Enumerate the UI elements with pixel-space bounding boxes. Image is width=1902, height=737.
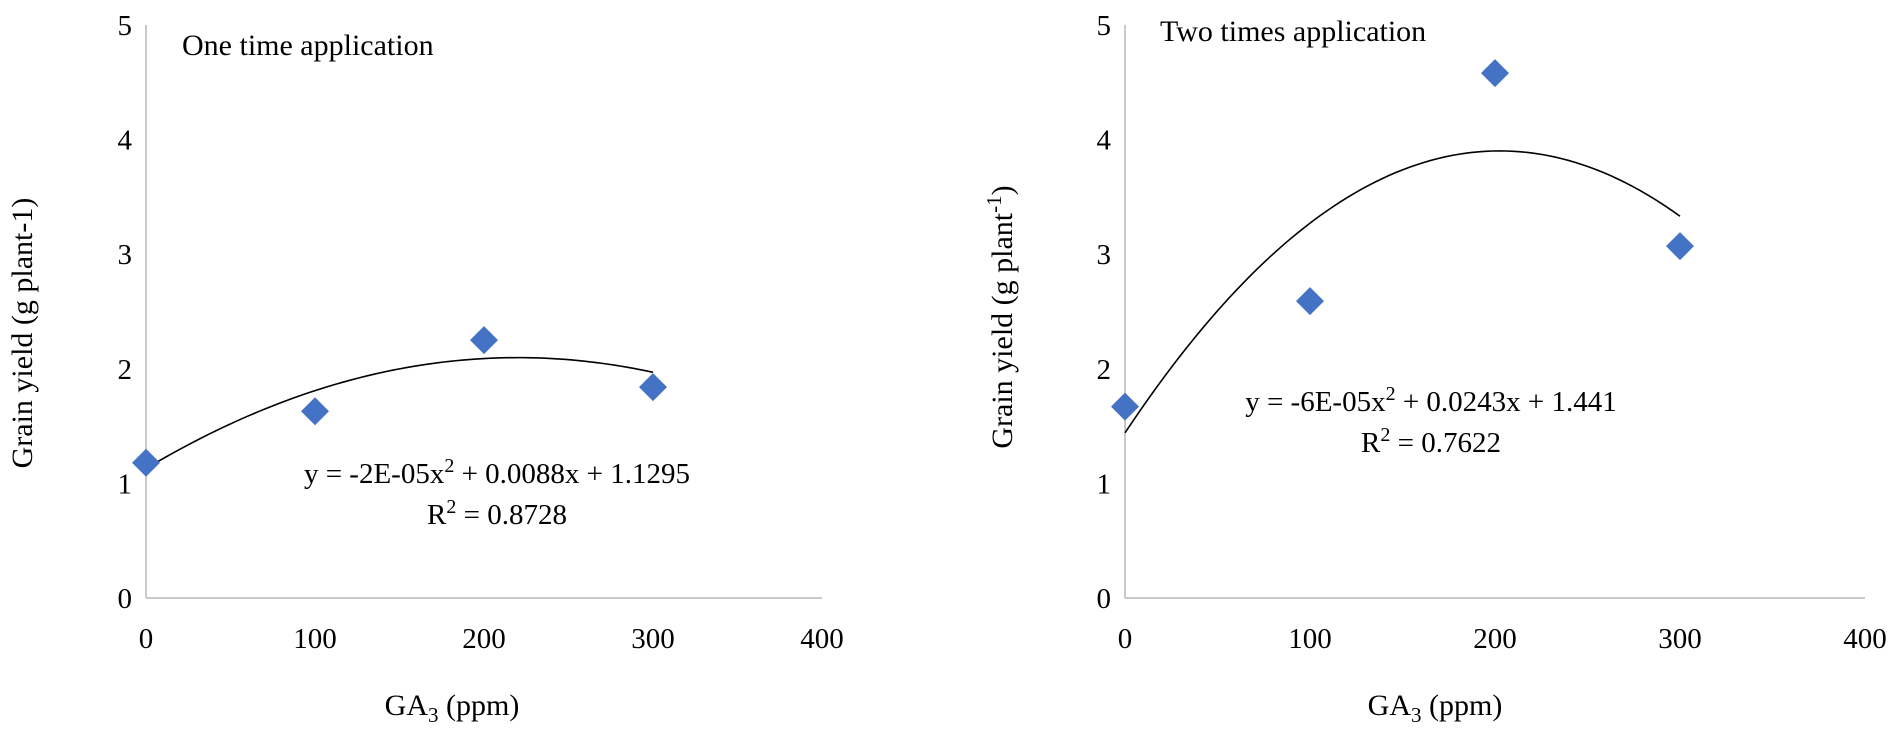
y-tick-label: 3 bbox=[118, 239, 133, 271]
x-tick-label: 400 bbox=[800, 623, 844, 655]
trend-equation: y = -6E-05x2 + 0.0243x + 1.441 bbox=[1245, 383, 1617, 418]
x-tick-label: 300 bbox=[1658, 623, 1702, 655]
data-points bbox=[132, 326, 667, 477]
data-point-diamond bbox=[1111, 392, 1139, 421]
y-tick-label: 2 bbox=[118, 354, 133, 386]
r-squared: R2 = 0.7622 bbox=[1361, 424, 1501, 459]
chart-two-times-application: 0 1 2 3 4 5 0 100 200 300 400 Two times applicatio… bbox=[982, 10, 1887, 727]
x-tick-label: 200 bbox=[1473, 623, 1517, 655]
x-tick-label: 0 bbox=[139, 623, 154, 655]
y-tick-label: 5 bbox=[1097, 10, 1112, 42]
trendline bbox=[1124, 150, 1681, 434]
x-tick-label: 300 bbox=[631, 623, 675, 655]
trend-equation: y = -2E-05x2 + 0.0088x + 1.1295 bbox=[304, 455, 690, 490]
data-point-diamond bbox=[470, 326, 498, 355]
y-tick-label: 0 bbox=[1097, 583, 1112, 615]
y-tick-label: 1 bbox=[118, 468, 133, 500]
y-tick-label: 4 bbox=[1097, 125, 1112, 157]
y-tick-label: 0 bbox=[118, 583, 133, 615]
tick-labels: 0 1 2 3 4 5 0 100 200 300 400 bbox=[118, 10, 844, 655]
y-tick-label: 1 bbox=[1097, 468, 1112, 500]
r-squared: R2 = 0.8728 bbox=[427, 496, 567, 531]
data-point-diamond bbox=[639, 373, 667, 402]
x-axis-label: GA3 (ppm) bbox=[1368, 689, 1503, 727]
x-tick-label: 0 bbox=[1118, 623, 1133, 655]
x-tick-label: 400 bbox=[1843, 623, 1887, 655]
y-tick-label: 2 bbox=[1097, 354, 1112, 386]
data-point-diamond bbox=[1296, 287, 1324, 316]
y-axis-label: Grain yield (g plant-1) bbox=[982, 185, 1019, 448]
data-points bbox=[1111, 59, 1694, 421]
x-tick-label: 100 bbox=[293, 623, 337, 655]
annotation-title: One time application bbox=[182, 29, 434, 62]
axes bbox=[1124, 25, 1865, 599]
data-point-diamond bbox=[301, 397, 329, 426]
x-tick-label: 200 bbox=[462, 623, 506, 655]
trendline bbox=[145, 356, 654, 470]
data-point-diamond bbox=[132, 448, 160, 477]
tick-labels: 0 1 2 3 4 5 0 100 200 300 400 bbox=[1097, 10, 1887, 655]
y-axis-label: Grain yield (g plant-1) bbox=[6, 198, 39, 469]
axes bbox=[145, 25, 822, 599]
y-tick-label: 4 bbox=[118, 125, 133, 157]
annotation-title: Two times application bbox=[1160, 15, 1426, 48]
chart-one-time-application: 0 1 2 3 4 5 0 100 200 300 400 One time application… bbox=[6, 10, 844, 727]
x-axis-label: GA3 (ppm) bbox=[385, 689, 520, 727]
y-tick-label: 5 bbox=[118, 10, 133, 42]
data-point-diamond bbox=[1666, 232, 1694, 261]
y-tick-label: 3 bbox=[1097, 239, 1112, 271]
x-tick-label: 100 bbox=[1288, 623, 1332, 655]
data-point-diamond bbox=[1481, 59, 1509, 88]
